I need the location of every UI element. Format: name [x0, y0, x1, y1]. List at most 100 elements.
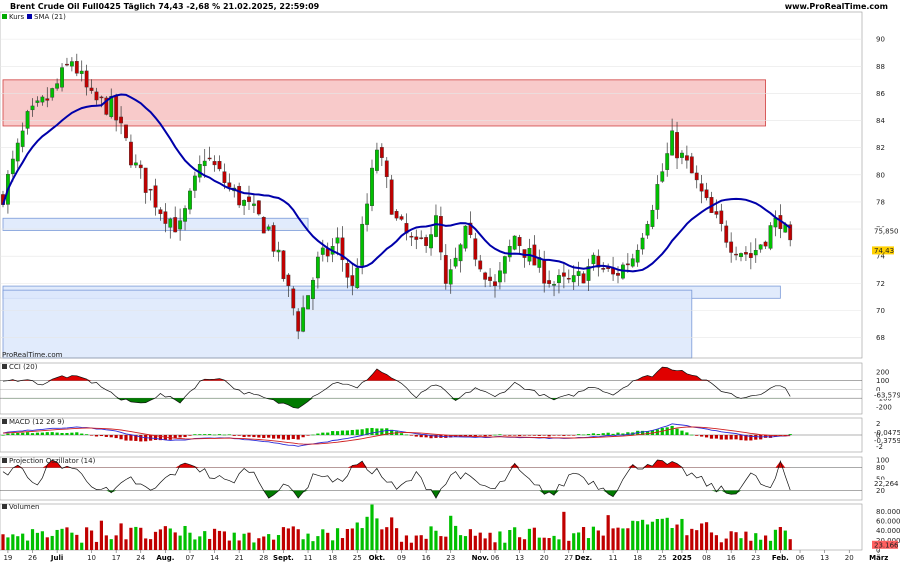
macd-hist-bar	[30, 433, 35, 435]
volume-bar	[537, 537, 541, 550]
volume-bar	[1, 534, 5, 550]
date-label: 09	[397, 554, 406, 562]
site-url[interactable]: www.ProRealTime.com	[784, 2, 888, 11]
volume-bar	[788, 539, 792, 550]
macd-hist-bar	[35, 432, 40, 435]
date-label: 20	[540, 554, 549, 562]
macd-hist-bar	[744, 435, 748, 441]
macd-hist-bar	[724, 435, 728, 440]
macd-hist-bar	[788, 434, 792, 435]
macd-hist-bar	[690, 434, 694, 436]
volume-bar	[75, 534, 79, 550]
date-label: 20	[845, 554, 854, 562]
candle-body	[753, 250, 758, 256]
macd-hist-bar	[99, 435, 103, 437]
macd-hist-bar	[227, 434, 231, 435]
candle-body	[744, 252, 748, 255]
candle-body	[517, 237, 522, 247]
candle-body	[311, 279, 315, 299]
macd-hist-bar	[291, 435, 295, 439]
volume-bar	[252, 542, 256, 550]
price-tick-84: 84	[876, 117, 885, 125]
candle-body	[502, 256, 507, 274]
candle-body	[320, 247, 325, 255]
candle-body	[394, 211, 399, 219]
macd-hist-bar	[508, 435, 512, 436]
price-tick-82: 82	[876, 144, 885, 152]
candle-body	[202, 160, 207, 167]
date-label: 26	[28, 554, 37, 562]
date-label: Aug.	[156, 554, 174, 562]
candle-body	[714, 211, 719, 215]
candle-body	[207, 157, 212, 160]
volume-bar	[21, 533, 25, 550]
volume-bar	[163, 526, 167, 550]
date-label: 06	[491, 554, 500, 562]
macd-hist-bar	[419, 435, 423, 438]
volume-bar	[493, 542, 497, 550]
macd-hist-bar	[75, 432, 79, 435]
candle-body	[522, 249, 527, 258]
macd-tick-2: 2	[876, 420, 880, 428]
volume-bar	[749, 540, 753, 550]
legend-volume-swatch	[2, 504, 7, 509]
macd-hist-bar	[188, 435, 192, 436]
candle-body	[704, 189, 709, 199]
zone-red-0	[2, 79, 766, 127]
macd-hist-bar	[518, 435, 522, 436]
macd-hist-bar	[685, 432, 689, 435]
candle-body	[542, 259, 547, 284]
candle-body	[173, 217, 178, 233]
macd-hist-bar	[700, 435, 704, 437]
volume-bar	[783, 530, 787, 550]
date-label: 2025	[672, 554, 692, 562]
volume-bar	[488, 532, 492, 550]
candle-body	[25, 111, 30, 129]
macd-hist-bar	[173, 435, 177, 439]
date-label: Dez.	[575, 554, 592, 562]
volume-bar	[340, 538, 345, 550]
date-label: 23	[751, 554, 760, 562]
macd-hist-bar	[675, 428, 679, 435]
macd-value-label-2: -0,3759	[874, 437, 900, 445]
volume-bar	[724, 538, 728, 550]
candle-body	[99, 96, 104, 99]
candle-body	[616, 273, 620, 276]
volume-tick-80.000: 80.000	[876, 508, 900, 516]
candle-body	[315, 256, 320, 279]
macd-hist-bar	[326, 432, 330, 435]
volume-bar	[119, 523, 123, 550]
volume-bar	[262, 536, 266, 550]
macd-hist-bar	[527, 435, 532, 436]
volume-bar	[149, 539, 153, 550]
macd-hist-bar	[754, 435, 758, 440]
macd-hist-bar	[670, 425, 674, 435]
legend-volume: Volumen	[9, 503, 39, 511]
date-axis: 19 26 Juli 10 17 24 Aug. 07 14 21 28 Sept. 11 18 25 Okt…	[3, 550, 888, 562]
macd-hist-bar	[449, 435, 453, 438]
macd-hist-bar	[636, 430, 640, 435]
volume-bar	[704, 522, 709, 550]
volume-bar	[562, 511, 566, 550]
volume-bar	[321, 529, 325, 550]
macd-hist-bar	[591, 433, 595, 435]
macd-value-label-1: -0,0475	[874, 429, 900, 437]
candle-body	[114, 95, 119, 121]
macd-hist-bar	[414, 435, 418, 437]
candle-body	[192, 175, 197, 191]
candle-body	[650, 209, 655, 227]
volume-bar	[636, 521, 640, 550]
volume-bar	[385, 527, 389, 550]
macd-hist-bar	[222, 434, 226, 436]
volume-bar	[30, 529, 35, 550]
candle-body	[10, 158, 15, 175]
volume-bar	[626, 528, 630, 550]
volume-bar	[709, 532, 714, 550]
candle-body	[684, 155, 689, 161]
volume-bar	[404, 535, 409, 550]
date-label: 10	[87, 554, 96, 562]
volume-bar	[655, 518, 659, 550]
date-label: 17	[112, 554, 121, 562]
candle-body	[158, 209, 163, 215]
